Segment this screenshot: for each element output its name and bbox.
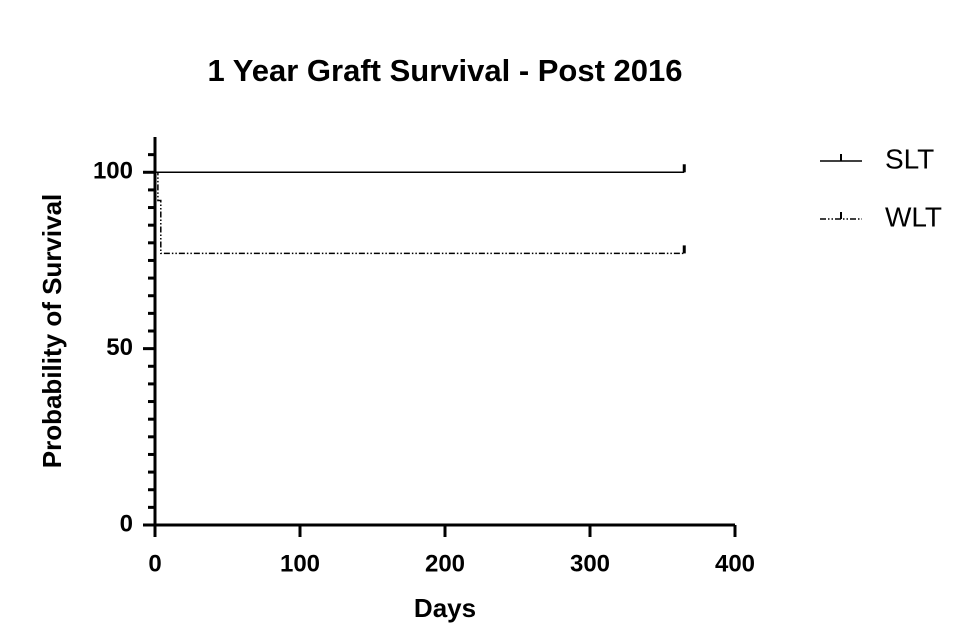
chart-title: 1 Year Graft Survival - Post 2016 — [207, 53, 682, 88]
x-tick-label: 200 — [425, 550, 465, 577]
y-tick-label: 0 — [120, 510, 133, 537]
legend-label: WLT — [885, 201, 942, 232]
y-tick-label: 100 — [93, 158, 133, 185]
x-tick-label: 400 — [715, 550, 755, 577]
x-axis-label: Days — [414, 593, 476, 623]
x-tick-label: 0 — [148, 550, 161, 577]
x-tick-label: 300 — [570, 550, 610, 577]
legend-label: SLT — [885, 143, 934, 174]
y-axis-label: Probability of Survival — [37, 194, 67, 469]
x-tick-label: 100 — [280, 550, 320, 577]
y-tick-label: 50 — [106, 334, 133, 361]
survival-line — [155, 171, 685, 255]
